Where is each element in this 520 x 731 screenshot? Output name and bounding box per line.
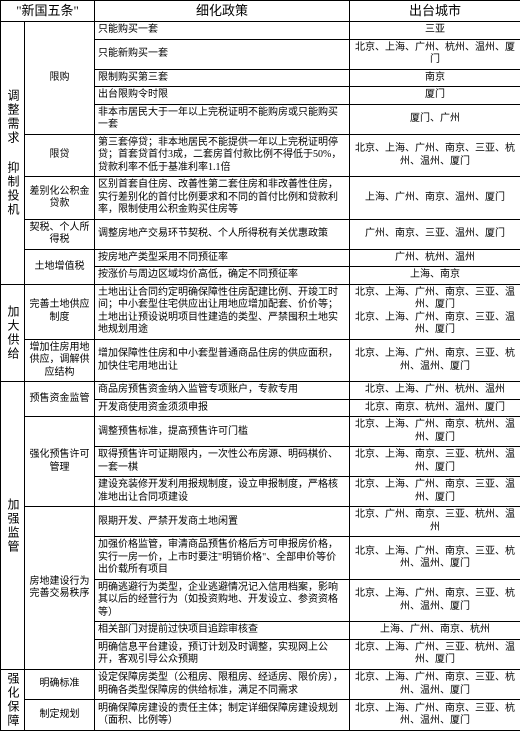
header-col3: 出台城市 <box>350 1 520 22</box>
city-cell: 北京、上海、广州、杭州、温州、厦门 <box>350 39 520 69</box>
policy-cell: 加强价格监管，审清商品预售价格后方可申报房价格，实行一房一价，上市时要注"明销价… <box>95 537 350 580</box>
city-cell: 北京、上海、广州、南京、三亚、杭州、温州、厦门 <box>350 579 520 622</box>
policy-cell: 建设充装修开发利用报规制度，设立申报制度，严格核准地出让合同项建设 <box>95 477 350 507</box>
city-cell: 北京、上海、南京、三亚、杭州、温州、厦门 <box>350 447 520 477</box>
city-cell: 南京 <box>350 69 520 87</box>
header-col2: 细化政策 <box>95 1 350 22</box>
city-cell: 广州、杭州、温州 <box>350 249 520 267</box>
policy-cell: 土地出让合同约定明确保障性住房配建比例、开竣工时间；中小套型住宅供应出让用地应增… <box>95 284 350 339</box>
table-row: 强化预售许可管理 调整预售标准，提高预售许可门槛 北京、上海、广州、南京、杭州、… <box>1 417 520 447</box>
group-label-2: 加大供给 <box>1 284 25 382</box>
policy-cell: 明确保障房建设的责任主体；制定详细保障房建设规划（面积、比例等） <box>95 700 350 731</box>
policy-cell: 按涨价与周边区域均价高低，确定不同预征率 <box>95 267 350 285</box>
city-cell: 三亚 <box>350 22 520 40</box>
header-row: "新国五条" 细化政策 出台城市 <box>1 1 520 22</box>
policy-cell: 商品房预售资金纳入监管专项账户，专款专用 <box>95 382 350 400</box>
policy-cell: 设定保障房类型（公租房、限租房、经适房、限价房），明确各类型保障房的供给标准，满… <box>95 669 350 700</box>
policy-cell: 调整预售标准，提高预售许可门槛 <box>95 417 350 447</box>
city-cell: 厦门、广州 <box>350 104 520 134</box>
city-cell: 北京、上海、广州、南京、三亚、杭州、温州、厦门 <box>350 669 520 700</box>
table-row: 限贷 第三套停贷；非本地居民不能提供一年以上完税证明停贷；首套贷首付3成，二套房… <box>1 134 520 177</box>
city-cell: 北京、上海、广州、南京、三亚、杭州、温州、厦门 <box>350 134 520 177</box>
policy-cell: 增加保障性住房和中小套型普通商品住房的供应面积，加快住宅用地出让 <box>95 339 350 382</box>
city-cell: 北京、上海、广州、南京、三亚、杭州、温州、厦门 <box>350 339 520 382</box>
header-col1: "新国五条" <box>1 1 95 22</box>
city-cell: 北京、南京、杭州、温州、厦门 <box>350 399 520 417</box>
policy-cell: 按房地产类型采用不同预征率 <box>95 249 350 267</box>
table-row: 强化保障 明确标准 设定保障房类型（公租房、限租房、经适房、限价房），明确各类型… <box>1 669 520 700</box>
city-cell: 北京、上海、广州、南京、三亚、温州、厦门 北京、上海、广州、南京、三亚、温州、厦… <box>350 284 520 339</box>
policy-cell: 开发商使用资金须须申报 <box>95 399 350 417</box>
sub-label: 增加住房用地供应，调解供应结构 <box>25 339 95 382</box>
policy-cell: 取得预售许可证期限内，一次性公布房源、明码棋价、一套一棋 <box>95 447 350 477</box>
table-row: 增加住房用地供应，调解供应结构 增加保障性住房和中小套型普通商品住房的供应面积，… <box>1 339 520 382</box>
table-row: 制定规划 明确保障房建设的责任主体；制定详细保障房建设规划（面积、比例等） 北京… <box>1 700 520 731</box>
table-row: 加强监管 预售资金监管 商品房预售资金纳入监管专项账户，专款专用 北京、上海、广… <box>1 382 520 400</box>
policy-cell: 只能新购买一套 <box>95 39 350 69</box>
sub-label: 完善土地供应制度 <box>25 284 95 339</box>
sub-label: 差别化公积金贷款 <box>25 177 95 220</box>
sub-label: 限购 <box>25 22 95 135</box>
policy-cell: 明确信息平台建设，预订计划及时调整，实现网上公开，客观引导公众预期 <box>95 639 350 669</box>
sub-label: 强化预售许可管理 <box>25 417 95 507</box>
sub-label: 契税、个人所得税 <box>25 219 95 249</box>
policy-cell: 限期开发、严禁开发商土地闲置 <box>95 507 350 537</box>
sub-label: 明确标准 <box>25 669 95 700</box>
policy-cell: 只能购买一套 <box>95 22 350 40</box>
group-label-1: 调整需求 抑制投机 <box>1 22 25 285</box>
table-row: 土地增值税 按房地产类型采用不同预征率 广州、杭州、温州 <box>1 249 520 267</box>
policy-cell: 调整房地产交易环节契税、个人所得税有关优惠政策 <box>95 219 350 249</box>
policy-cell: 明确逃避行为类型，企业逃避情况记入信用档案，影响其以后的经营行为（如投资购地、开… <box>95 579 350 622</box>
city-cell: 北京、上海、广州、南京、三亚、杭州、温州、厦门 <box>350 537 520 580</box>
group-label-4: 强化保障 <box>1 669 25 730</box>
table-row: 加大供给 完善土地供应制度 土地出让合同约定明确保障性住房配建比例、开竣工时间；… <box>1 284 520 339</box>
city-cell: 北京、上海、广州、南京、三亚、温州、厦门 <box>350 477 520 507</box>
policy-cell: 相关部门对提前过快项目追踪审核查 <box>95 622 350 640</box>
table-row: 差别化公积金贷款 区别首套自住房、改善性第二套住房和非改善性住房，实行差别化的首… <box>1 177 520 220</box>
city-cell: 上海、南京 <box>350 267 520 285</box>
city-cell: 上海、广州、南京、温州、厦门 <box>350 177 520 220</box>
table-row: 调整需求 抑制投机 限购 只能购买一套 三亚 <box>1 22 520 40</box>
policy-cell: 限制购买第三套 <box>95 69 350 87</box>
policy-cell: 非本市居民大于一年以上完税证明不能购房或只能购买一套 <box>95 104 350 134</box>
table-row: 房地建设行为 完善交易秩序 限期开发、严禁开发商土地闲置 北京、广州、南京、三亚… <box>1 507 520 537</box>
sub-label: 制定规划 <box>25 700 95 731</box>
city-cell: 广州、南京、三亚、温州、厦门 <box>350 219 520 249</box>
sub-label: 土地增值税 <box>25 249 95 284</box>
policy-table: "新国五条" 细化政策 出台城市 调整需求 抑制投机 限购 只能购买一套 三亚 … <box>0 0 520 731</box>
group-label-3: 加强监管 <box>1 382 25 670</box>
city-cell: 北京、上海、广州、南京、杭州、温州、厦门 <box>350 417 520 447</box>
sub-label: 房地建设行为 完善交易秩序 <box>25 507 95 670</box>
city-cell: 北京、广州、南京、三亚、杭州、温州 <box>350 507 520 537</box>
policy-cell: 出台限购令时限 <box>95 87 350 105</box>
city-cell: 北京、上海、广州、三亚、杭州、温州、厦门 <box>350 639 520 669</box>
policy-cell: 区别首套自住房、改善性第二套住房和非改善性住房，实行差别化的首付比例要求和不同的… <box>95 177 350 220</box>
table-row: 契税、个人所得税 调整房地产交易环节契税、个人所得税有关优惠政策 广州、南京、三… <box>1 219 520 249</box>
policy-cell: 第三套停贷；非本地居民不能提供一年以上完税证明停贷；首套贷首付3成，二套房首付款… <box>95 134 350 177</box>
city-cell: 上海、广州、南京、杭州 <box>350 622 520 640</box>
sub-label: 预售资金监管 <box>25 382 95 417</box>
city-cell: 北京、上海、广州、南京、三亚、杭州、温州、厦门 <box>350 700 520 731</box>
sub-label: 限贷 <box>25 134 95 177</box>
city-cell: 厦门 <box>350 87 520 105</box>
city-cell: 北京、上海、广州、杭州、温州 <box>350 382 520 400</box>
